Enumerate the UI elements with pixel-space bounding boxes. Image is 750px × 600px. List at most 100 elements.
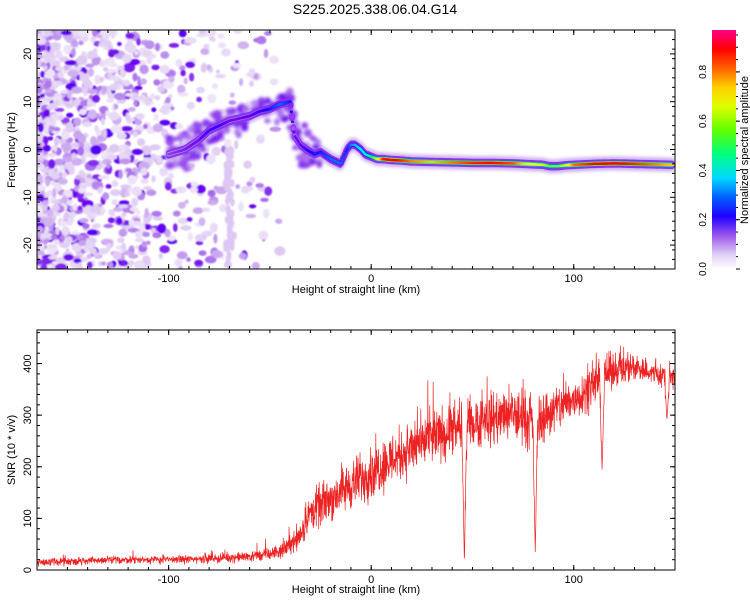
- ridge-scatter-blob: [165, 134, 173, 141]
- noise-blob: [241, 185, 254, 192]
- ridge-scatter-blob: [182, 133, 192, 140]
- noise-blob: [105, 184, 112, 189]
- noise-blob: [158, 252, 163, 259]
- noise-blob: [144, 40, 155, 50]
- noise-blob: [128, 253, 139, 259]
- ridge-scatter-blob: [192, 121, 203, 130]
- noise-blob: [195, 184, 206, 194]
- noise-blob: [65, 236, 73, 244]
- noise-blob: [102, 192, 110, 201]
- noise-blob: [113, 103, 119, 110]
- noise-blob: [196, 96, 203, 103]
- noise-blob: [86, 98, 93, 108]
- noise-blob: [159, 65, 170, 74]
- noise-blob: [48, 125, 54, 134]
- ridge-scatter-blob: [276, 109, 285, 119]
- noise-blob: [53, 158, 65, 166]
- noise-blob: [52, 199, 62, 204]
- noise-blob: [239, 78, 244, 86]
- noise-blob: [78, 186, 85, 194]
- noise-blob: [40, 232, 52, 238]
- noise-blob: [91, 223, 102, 229]
- noise-blob: [164, 102, 174, 107]
- noise-blob: [164, 229, 171, 238]
- noise-blob: [71, 86, 83, 94]
- noise-blob: [100, 238, 113, 246]
- noise-blob: [67, 90, 72, 99]
- noise-blob: [152, 232, 162, 239]
- noise-blob: [46, 104, 58, 110]
- noise-blob: [146, 55, 153, 65]
- ridge-peak-blob: [344, 150, 348, 153]
- ridge-core: [165, 97, 675, 171]
- noise-blob: [229, 92, 235, 98]
- colorbar-ticks: 0.0 0.2 0.4 0.6 0.8: [698, 34, 740, 276]
- noise-blob: [177, 92, 189, 97]
- noise-blob: [140, 178, 149, 185]
- noise-blob: [124, 191, 131, 197]
- noise-blob: [131, 148, 144, 155]
- ridge-scatter-blob: [240, 124, 249, 132]
- noise-blob: [61, 172, 66, 179]
- noise-blob: [37, 161, 42, 168]
- noise-blob: [217, 42, 227, 49]
- noise-blob: [229, 209, 235, 218]
- noise-blob: [143, 255, 151, 265]
- noise-blob: [132, 221, 142, 226]
- noise-blob: [134, 119, 143, 126]
- noise-blob: [120, 68, 127, 78]
- noise-blob: [211, 37, 216, 42]
- noise-blob: [151, 64, 160, 71]
- noise-blob: [48, 159, 56, 169]
- noise-blob: [186, 217, 193, 222]
- noise-blob: [87, 159, 100, 167]
- noise-blob: [63, 254, 74, 261]
- noise-blob: [62, 156, 73, 163]
- noise-blob: [263, 208, 270, 219]
- noise-blob: [106, 242, 112, 251]
- noise-blob: [98, 260, 103, 267]
- noise-blob: [133, 130, 138, 138]
- x-tick-label: 0: [368, 273, 374, 285]
- spectrogram-xlabel: Height of straight line (km): [292, 284, 420, 296]
- noise-blob: [112, 251, 122, 260]
- noise-blob: [78, 40, 84, 46]
- noise-blob: [178, 201, 186, 209]
- noise-blob: [125, 32, 135, 39]
- ridge-scatter-blob: [177, 132, 184, 140]
- noise-blob: [82, 223, 90, 230]
- noise-blob: [195, 33, 207, 38]
- noise-blob: [92, 252, 101, 258]
- noise-blob: [235, 184, 241, 190]
- noise-blob: [178, 266, 184, 269]
- noise-blob: [213, 185, 219, 191]
- noise-blob: [71, 157, 83, 166]
- noise-blob: [55, 226, 60, 236]
- noise-blob: [39, 44, 46, 52]
- noise-blob: [43, 109, 50, 119]
- noise-blob: [100, 151, 110, 161]
- ridge-scatter-blob: [182, 166, 191, 172]
- noise-blob: [155, 95, 161, 101]
- noise-blob: [111, 180, 119, 188]
- spectrogram-ridge: [164, 87, 675, 174]
- ridge-peak-blob: [339, 161, 343, 165]
- noise-blob: [114, 92, 126, 101]
- noise-blob: [221, 48, 231, 57]
- noise-blob: [117, 237, 125, 244]
- noise-blob: [117, 41, 122, 47]
- noise-blob: [198, 250, 207, 256]
- noise-blob: [103, 223, 114, 229]
- x-tick-label: 0: [368, 574, 374, 586]
- ridge-scatter-blob: [236, 105, 244, 114]
- noise-blob: [134, 237, 144, 243]
- noise-blob: [225, 162, 231, 171]
- noise-blob: [135, 210, 141, 215]
- noise-blob: [37, 217, 41, 222]
- ridge-peak-blob: [293, 135, 297, 138]
- noise-blob: [143, 218, 151, 224]
- noise-blob: [125, 112, 130, 122]
- noise-blob: [211, 146, 221, 156]
- noise-blob: [72, 203, 78, 211]
- snr-series-line: [37, 345, 675, 567]
